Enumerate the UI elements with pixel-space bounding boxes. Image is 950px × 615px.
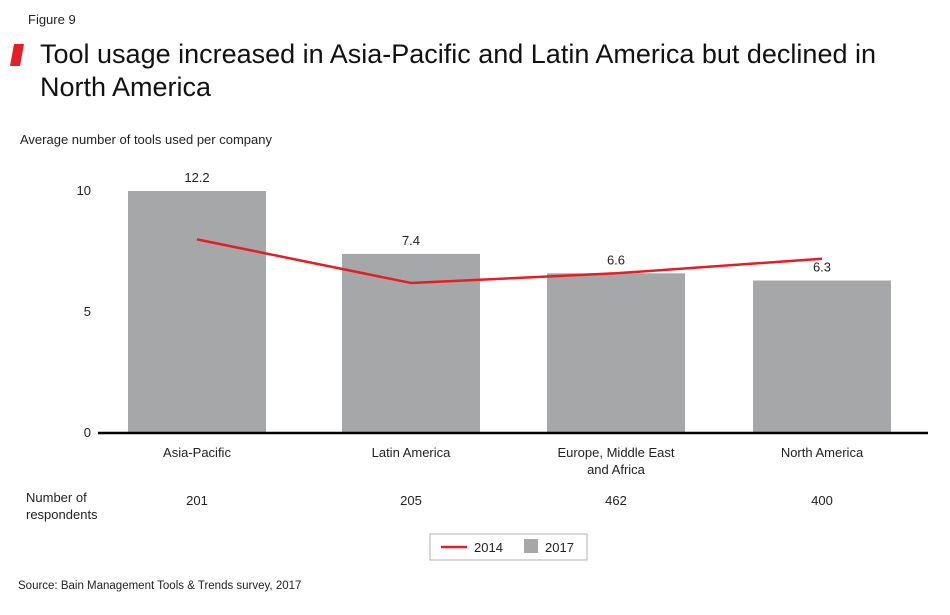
respondents-value: 201 (186, 493, 208, 508)
y-tick-label: 10 (77, 183, 91, 198)
bar-value-label: 12.2 (184, 170, 209, 185)
bar-2017 (547, 273, 685, 433)
respondents-value: 400 (811, 493, 833, 508)
respondents-value: 205 (400, 493, 422, 508)
legend-box (429, 533, 588, 561)
category-label: North America (781, 445, 864, 460)
bar-2017 (753, 280, 891, 433)
legend-label-2017: 2017 (545, 540, 574, 555)
title-accent-mark (10, 44, 24, 66)
legend-label-2014: 2014 (474, 540, 503, 555)
category-label: Asia-Pacific (163, 445, 231, 460)
bar-value-label: 7.4 (402, 233, 420, 248)
bar-2017 (128, 191, 266, 433)
chart-subtitle: Average number of tools used per company (20, 132, 272, 147)
respondents-value: 462 (605, 493, 627, 508)
bar-value-label: 6.3 (813, 260, 831, 275)
category-label: and Africa (587, 462, 646, 477)
figure-label: Figure 9 (28, 12, 76, 27)
respondents-label: Number of (26, 490, 87, 505)
source-note: Source: Bain Management Tools & Trends s… (18, 580, 302, 592)
category-label: Europe, Middle East (557, 445, 674, 460)
category-label: Latin America (372, 445, 452, 460)
legend-swatch-2017 (524, 539, 538, 553)
y-tick-label: 5 (84, 304, 91, 319)
chart-title: Tool usage increased in Asia-Pacific and… (40, 39, 876, 102)
bar-value-label: 6.6 (607, 252, 625, 267)
respondents-label: respondents (26, 507, 98, 522)
line-2014 (196, 238, 823, 285)
y-tick-label: 0 (84, 425, 91, 440)
